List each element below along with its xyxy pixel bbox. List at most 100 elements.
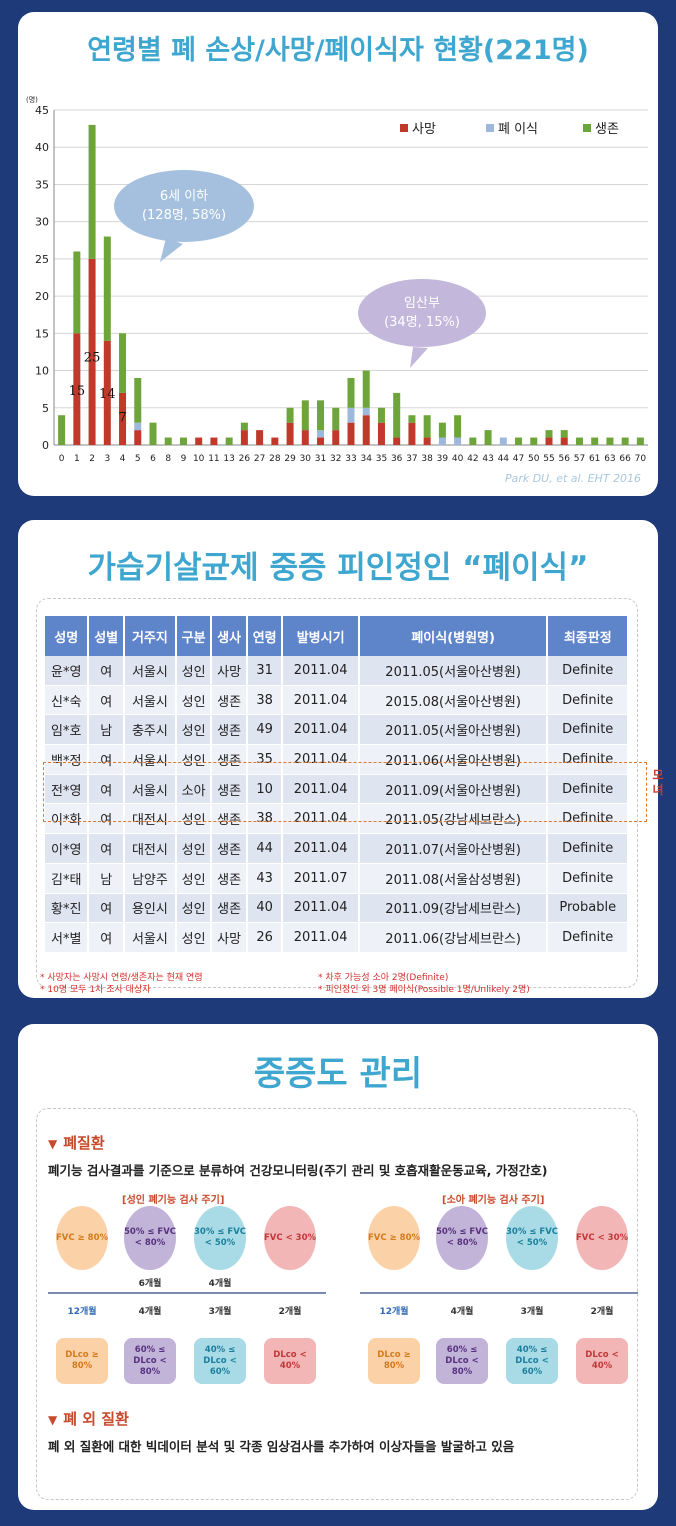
table-cell: 성인 <box>176 863 213 894</box>
y-tick-label: 40 <box>35 141 49 154</box>
table-cell: Definite <box>548 863 629 894</box>
y-tick-label: 30 <box>35 216 49 229</box>
adult-dlco-level-2: 60% ≤ DLco < 80% <box>124 1338 176 1384</box>
table-cell: 여 <box>89 685 125 716</box>
table-cell: Definite <box>548 685 629 716</box>
bar-segment-alive <box>134 378 142 423</box>
table-cell: 서*별 <box>45 923 90 953</box>
adult-dlco-level-4: DLco < 40% <box>264 1338 316 1384</box>
child-dlco-level-2: 60% ≤ DLco < 80% <box>436 1338 488 1384</box>
table-cell: 여 <box>89 774 125 805</box>
bar-segment-alive <box>317 400 325 431</box>
column-header: 연령 <box>247 616 284 656</box>
bar-segment-alive <box>606 437 614 445</box>
y-tick-label: 5 <box>42 402 49 415</box>
table-cell: 남 <box>89 863 125 894</box>
data-label: 14 <box>99 387 116 402</box>
y-tick-label: 10 <box>35 365 49 378</box>
table-cell: 2011.04 <box>283 685 360 716</box>
data-label: 7 <box>118 411 126 426</box>
adult-dlco-level-3: 40% ≤ DLco < 60% <box>194 1338 246 1384</box>
x-tick-label: 47 <box>513 454 524 464</box>
bar-segment-alive <box>560 430 568 438</box>
table-cell: 2011.09(서울아산병원) <box>359 774 549 805</box>
table-cell: 2011.07(서울아산병원) <box>359 834 549 864</box>
x-tick-label: 32 <box>330 454 341 464</box>
table-cell: 38 <box>247 804 284 835</box>
table-cell: 35 <box>247 745 284 775</box>
table-cell: 서울시 <box>124 774 177 805</box>
bar-segment-alive <box>621 437 629 445</box>
x-tick-label: 33 <box>345 454 356 464</box>
table-cell: 43 <box>247 863 284 894</box>
x-tick-label: 13 <box>223 454 234 464</box>
x-tick-label: 50 <box>528 454 540 464</box>
bar-segment-transplant <box>317 430 325 438</box>
table-cell: 성인 <box>176 715 213 746</box>
table-cell: 여 <box>89 923 125 953</box>
table-cell: 성인 <box>176 834 213 864</box>
chart-card: 연령별 폐 손상/사망/폐이식자 현황(221명) 0 5 10 15 20 25 30 35… <box>18 12 658 496</box>
child-dlco-level-3: 40% ≤ DLco < 60% <box>506 1338 558 1384</box>
adult-dlco-level-1: DLco ≥ 80% <box>56 1338 108 1384</box>
x-tick-label: 70 <box>635 454 647 464</box>
x-tick-label: 1 <box>74 454 80 464</box>
table-cell: 2011.04 <box>283 893 360 924</box>
table-row: 김*태 남 남양주 성인 생존 43 2011.07 2011.08(서울삼성병원) Defin… <box>45 863 629 894</box>
bar-segment-dead <box>423 437 431 445</box>
table-cell: 충주시 <box>124 715 177 746</box>
legend-label: 생존 <box>595 122 619 137</box>
bar-segment-dead <box>88 258 96 445</box>
bar-segment-alive <box>73 251 81 334</box>
child-cycle-title: [소아 폐기능 검사 주기] <box>442 1195 545 1206</box>
bar-segment-dead <box>347 422 355 445</box>
child-divider <box>360 1292 638 1294</box>
column-header: 거주지 <box>124 616 177 656</box>
table-cell: 용인시 <box>124 893 177 924</box>
x-tick-label: 37 <box>406 454 417 464</box>
table-cell: Definite <box>548 774 629 805</box>
bar-segment-alive <box>347 378 355 408</box>
table-cell: Definite <box>548 715 629 746</box>
table-cell: 2011.04 <box>283 656 360 686</box>
data-label: 15 <box>69 384 86 399</box>
table-cell: 40 <box>247 893 284 924</box>
x-tick-label: 3 <box>104 454 110 464</box>
column-header: 구분 <box>176 616 213 656</box>
legend-swatch <box>583 124 591 132</box>
table-cell: 남양주 <box>124 863 177 894</box>
slide-severity-management: 중증도 관리 ▼ 폐질환 폐기능 검사결과를 기준으로 분류하여 건강모니터링(주… <box>6 1018 670 1526</box>
x-tick-label: 28 <box>269 454 281 464</box>
table-cell: 여 <box>89 804 125 835</box>
lung-disease-description: 폐기능 검사결과를 기준으로 분류하여 건강모니터링(주기 관리 및 호흡재활운… <box>48 1163 548 1178</box>
y-tick-label: 25 <box>35 253 49 266</box>
callout-tail <box>160 238 183 262</box>
adult-divider <box>48 1292 326 1294</box>
table-cell: 생존 <box>212 774 248 805</box>
bar-segment-transplant <box>134 422 142 431</box>
table-row: 백*정 여 서울시 성인 생존 35 2011.04 2011.06(서울아산병원) Defin… <box>45 745 629 775</box>
table-cell: 생존 <box>212 715 248 746</box>
table-cell: Definite <box>548 656 629 686</box>
table-cell: 사망 <box>212 923 248 953</box>
bar-segment-alive <box>545 430 553 438</box>
table-cell: 백*정 <box>45 745 90 775</box>
bar-segment-alive <box>88 124 96 259</box>
bar-segment-transplant <box>499 437 507 445</box>
child-dlco-level-1: DLco ≥ 80% <box>368 1338 420 1384</box>
bar-segment-dead <box>134 430 142 445</box>
column-header: 생사 <box>212 616 248 656</box>
adult-cycle-title: [성인 폐기능 검사 주기] <box>122 1195 225 1206</box>
bar-segment-dead <box>377 422 385 445</box>
column-header: 폐이식(병원명) <box>359 616 549 656</box>
bar-segment-transplant <box>438 437 446 445</box>
table-cell: 성인 <box>176 745 213 775</box>
bar-segment-alive <box>362 370 370 408</box>
table-cell: 서울시 <box>124 656 177 686</box>
x-tick-label: 57 <box>574 454 585 464</box>
y-tick-label: 45 <box>35 104 49 117</box>
table-cell: Probable <box>548 893 629 924</box>
adult-period: 3개월 <box>208 1307 232 1317</box>
table-cell: 성인 <box>176 923 213 953</box>
bar-segment-dead <box>286 422 294 445</box>
